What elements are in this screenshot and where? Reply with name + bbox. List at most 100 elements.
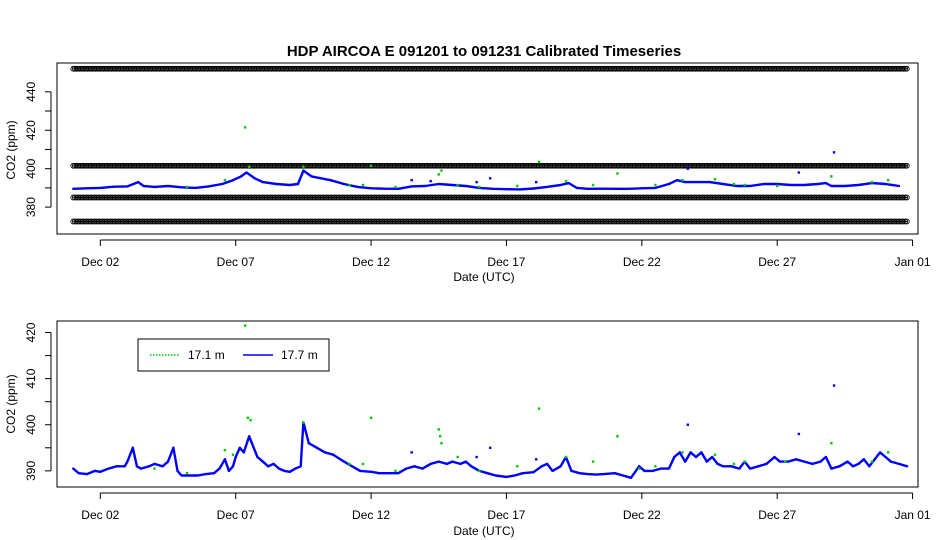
- top-x-axis-label: Date (UTC): [453, 270, 514, 284]
- calibration-point: [900, 218, 907, 225]
- calibration-point: [903, 218, 910, 225]
- data-point-17-7m: [196, 474, 199, 477]
- data-point-17-7m: [824, 456, 827, 459]
- data-point-17-7m: [359, 469, 362, 472]
- data-point-17-7m: [803, 460, 806, 463]
- data-point-17-7m: [708, 181, 711, 184]
- data-point-17-1m: [438, 435, 442, 438]
- data-point-17-7m: [570, 469, 573, 472]
- data-point-17-7m: [72, 467, 75, 470]
- bottom-x-axis: Dec 02 Dec 07 Dec 12 Dec 17 Dec 22 Dec 27 Jan …: [81, 492, 931, 522]
- data-point-17-7m: [275, 183, 278, 186]
- data-point-17-7m-outlier: [832, 384, 836, 387]
- top-17-1m-series: [185, 126, 890, 189]
- data-point-17-1m: [564, 455, 568, 459]
- data-point-17-7m: [789, 184, 792, 187]
- data-point-17-1m: [591, 183, 595, 187]
- data-point-17-7m: [93, 469, 96, 472]
- data-point-17-7m: [711, 456, 714, 459]
- data-point-17-7m: [884, 183, 887, 186]
- data-point-17-7m-outlier: [475, 455, 478, 459]
- data-point-17-7m-outlier: [535, 180, 538, 184]
- data-point-17-7m: [429, 462, 432, 465]
- data-point-17-7m: [830, 467, 833, 470]
- top-panel: HDP AIRCOA E 091201 to 091231 Calibrated…: [4, 43, 931, 284]
- x-tick-label: Dec 02: [81, 508, 119, 522]
- x-tick-label: Dec 12: [352, 255, 390, 269]
- data-point-17-7m: [299, 465, 302, 468]
- data-point-17-1m: [437, 173, 440, 176]
- data-point-17-1m: [743, 460, 746, 463]
- data-point-17-7m: [351, 465, 354, 468]
- data-point-17-7m: [594, 473, 597, 476]
- data-point-17-7m: [223, 458, 226, 461]
- data-point-17-7m: [221, 183, 224, 186]
- data-point-17-7m: [846, 460, 849, 463]
- data-point-17-7m: [194, 186, 197, 189]
- data-point-17-1m: [437, 428, 440, 431]
- data-point-17-7m: [343, 183, 345, 186]
- data-point-17-7m: [172, 446, 175, 449]
- data-point-17-7m: [142, 184, 145, 187]
- data-point-17-7m: [99, 470, 102, 473]
- data-point-17-7m: [749, 467, 752, 470]
- y-tick-label: 420: [24, 322, 38, 342]
- data-point-17-7m: [437, 460, 440, 463]
- data-point-17-7m: [451, 460, 454, 463]
- data-point-17-7m: [135, 465, 138, 468]
- data-point-17-1m: [478, 185, 481, 189]
- data-point-17-7m: [505, 475, 508, 478]
- data-point-17-7m-outlier: [489, 177, 492, 180]
- data-point-17-7m: [248, 435, 251, 438]
- data-point-17-1m: [784, 460, 787, 463]
- x-tick-label: Jan 01: [895, 255, 931, 269]
- data-point-17-7m: [643, 469, 646, 472]
- data-point-17-1m: [732, 182, 736, 186]
- data-point-17-1m: [654, 465, 657, 468]
- data-point-17-1m: [456, 455, 459, 459]
- data-point-17-1m: [456, 183, 459, 187]
- data-point-17-7m: [234, 456, 237, 459]
- data-point-17-7m: [689, 451, 692, 454]
- data-point-17-7m: [521, 472, 524, 475]
- legend-label-17-7m: 17.7 m: [281, 348, 318, 362]
- data-point-17-7m: [857, 184, 860, 187]
- data-point-17-7m: [383, 187, 386, 190]
- data-point-17-7m: [294, 467, 297, 470]
- data-point-17-7m: [776, 183, 779, 186]
- data-point-17-7m: [491, 187, 494, 190]
- data-point-17-1m: [478, 469, 481, 473]
- data-point-17-7m: [405, 467, 408, 470]
- data-point-17-7m: [204, 473, 207, 476]
- data-point-17-7m: [437, 183, 440, 186]
- data-point-17-1m: [870, 180, 874, 184]
- bottom-x-axis-label: Date (UTC): [453, 524, 514, 538]
- data-point-17-7m: [857, 462, 860, 465]
- y-tick-label: 390: [24, 461, 38, 481]
- bottom-y-axis: 390 400 410 420: [24, 322, 52, 481]
- data-point-17-1m: [564, 179, 568, 183]
- data-point-17-7m: [852, 465, 855, 468]
- data-point-17-7m: [694, 456, 697, 459]
- data-point-17-7m: [873, 458, 876, 461]
- data-point-17-7m: [765, 462, 768, 465]
- data-point-17-7m: [85, 473, 88, 476]
- y-tick-label: 400: [24, 414, 38, 434]
- data-point-17-7m: [245, 171, 248, 174]
- calibration-point: [903, 194, 910, 201]
- data-point-17-1m: [243, 324, 247, 327]
- data-point-17-7m: [898, 184, 901, 187]
- data-point-17-7m: [884, 456, 887, 459]
- data-point-17-7m: [816, 183, 819, 186]
- data-point-17-7m: [654, 186, 657, 189]
- data-point-17-7m: [586, 473, 589, 476]
- data-point-17-7m: [139, 467, 142, 470]
- data-point-17-7m: [811, 462, 814, 465]
- data-point-17-7m: [370, 187, 373, 190]
- data-point-17-1m: [185, 471, 189, 475]
- data-point-17-7m: [332, 453, 335, 456]
- data-point-17-7m: [700, 451, 703, 454]
- x-tick-label: Dec 22: [623, 508, 661, 522]
- data-point-17-1m: [681, 179, 684, 182]
